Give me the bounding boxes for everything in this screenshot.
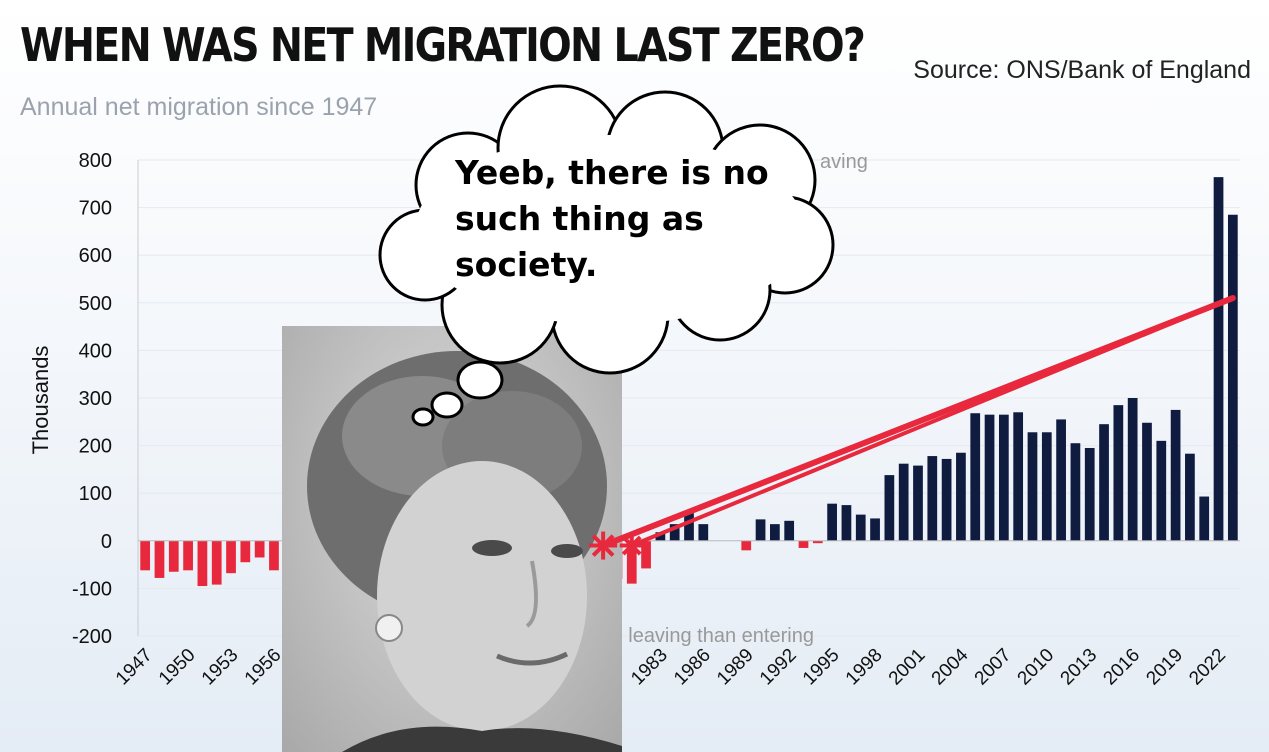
chart-subtitle: Annual net migration since 1947 bbox=[20, 93, 378, 121]
bar-1955 bbox=[254, 540, 265, 558]
y-tick-label: 800 bbox=[79, 150, 112, 172]
thought-bubble-text: Yeeb, there is no such thing as society. bbox=[455, 153, 769, 284]
chart-title: WHEN WAS NET MIGRATION LAST ZERO? bbox=[20, 18, 866, 72]
y-tick-label: 500 bbox=[79, 293, 112, 315]
y-tick-label: -100 bbox=[72, 578, 112, 600]
bar-1951 bbox=[197, 540, 208, 587]
annotation-bottom: ple leaving than entering bbox=[596, 625, 814, 647]
y-tick-label: -200 bbox=[72, 626, 112, 648]
bar-1950 bbox=[183, 540, 193, 571]
y-tick-label: 100 bbox=[79, 483, 112, 505]
bar-1948 bbox=[154, 540, 165, 578]
bar-1947 bbox=[140, 540, 151, 571]
y-tick-label: 200 bbox=[79, 436, 112, 458]
source-note: Source: ONS/Bank of England bbox=[913, 56, 1251, 84]
y-axis-label: Thousands bbox=[28, 346, 53, 455]
y-tick-label: 600 bbox=[79, 245, 112, 267]
y-tick-label: 0 bbox=[101, 531, 112, 553]
bar-1981 bbox=[626, 540, 637, 584]
y-tick-label: 300 bbox=[79, 388, 112, 410]
bar-1952 bbox=[211, 540, 222, 585]
bar-1982 bbox=[641, 540, 651, 569]
portrait-photo bbox=[282, 326, 622, 752]
y-tick-label: 700 bbox=[79, 198, 112, 220]
bar-1954 bbox=[240, 540, 251, 563]
y-tick-label: 400 bbox=[79, 340, 112, 362]
bar-1949 bbox=[168, 540, 179, 572]
bar-1953 bbox=[226, 540, 236, 574]
annotation-top: aving bbox=[820, 151, 868, 173]
y-axis-ticks: -200 -100 0 100 200 300 400 500 600 700 800 bbox=[72, 150, 112, 648]
bar-1956 bbox=[269, 540, 279, 571]
